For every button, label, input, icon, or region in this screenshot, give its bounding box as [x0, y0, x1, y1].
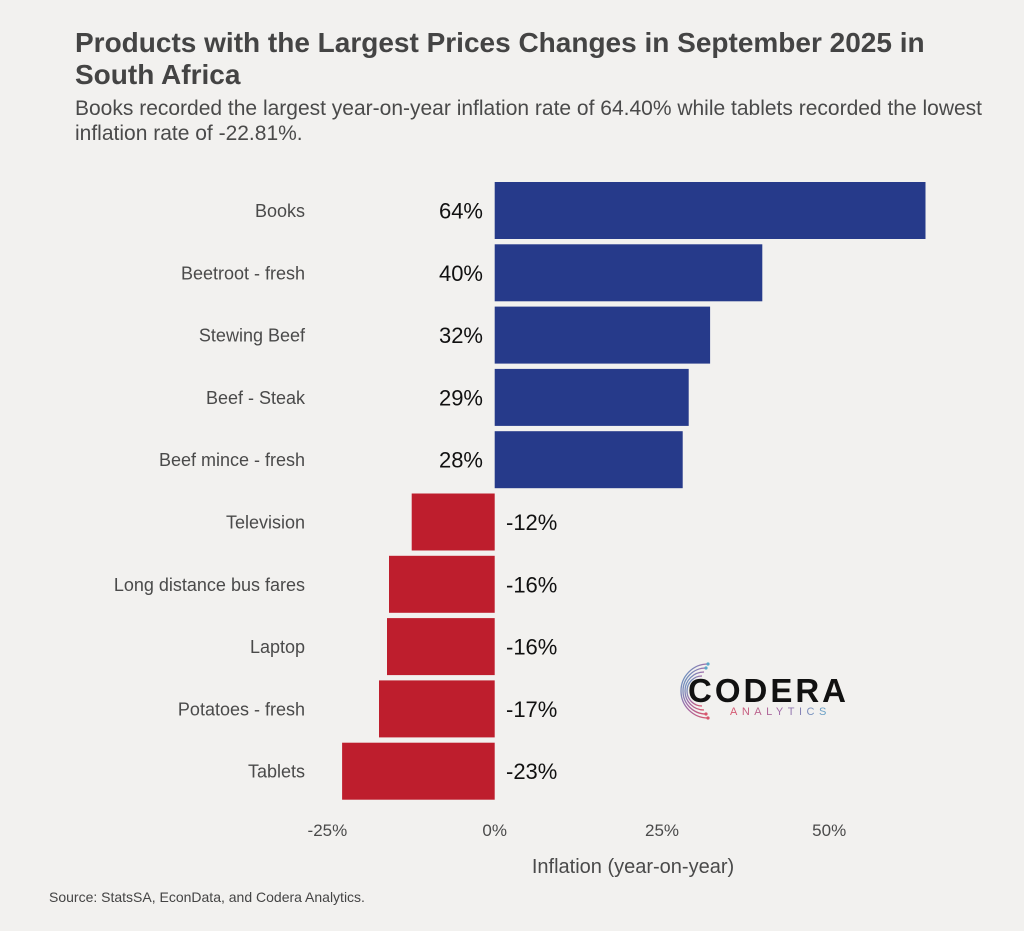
- bar-stewing-beef: [494, 306, 711, 364]
- x-tick-label: 0%: [482, 821, 507, 840]
- value-label: 32%: [439, 323, 483, 348]
- value-label: -16%: [506, 635, 557, 660]
- bar-potatoes-fresh: [379, 680, 495, 738]
- category-label: Potatoes - fresh: [178, 699, 305, 719]
- chart-title: Products with the Largest Prices Changes…: [75, 27, 925, 90]
- value-labels: 64% 40% 32% 29% 28% -12% -16% -16% -17% -23%: [439, 199, 557, 785]
- category-label: Long distance bus fares: [114, 575, 305, 595]
- bar-books: [494, 182, 926, 239]
- bar-beef-steak: [494, 368, 689, 426]
- x-tick-label: 50%: [812, 821, 846, 840]
- bar-beetroot-fresh: [494, 244, 763, 302]
- category-label: Books: [255, 201, 305, 221]
- logo-wordmark: CODERA: [688, 672, 850, 709]
- category-label: Beef - Steak: [206, 388, 306, 408]
- category-label: Stewing Beef: [199, 326, 306, 346]
- value-label: -17%: [506, 697, 557, 722]
- chart-subtitle: Books recorded the largest year-on-year …: [75, 97, 982, 145]
- bar-tablets: [342, 742, 495, 800]
- bars-group: [342, 182, 926, 800]
- category-label: Beetroot - fresh: [181, 263, 305, 283]
- bar-long-distance-bus-fares: [389, 555, 495, 613]
- codera-logo: CODERA ANALYTICS: [668, 658, 863, 724]
- logo-tagline: ANALYTICS: [730, 706, 831, 718]
- category-label: Television: [226, 513, 305, 533]
- bar-laptop: [387, 618, 495, 676]
- logo-circuit-icon: [680, 662, 710, 720]
- value-label: 28%: [439, 448, 483, 473]
- x-tick-label: 25%: [645, 821, 679, 840]
- category-label: Beef mince - fresh: [159, 450, 305, 470]
- x-axis-ticks: -25% 0% 25% 50%: [308, 821, 847, 840]
- value-label: -16%: [506, 572, 557, 597]
- source-note: Source: StatsSA, EconData, and Codera An…: [49, 889, 365, 905]
- category-label: Laptop: [250, 637, 305, 657]
- category-label: Tablets: [248, 762, 305, 782]
- bar-beef-mince-fresh: [494, 431, 683, 489]
- value-label: 29%: [439, 385, 483, 410]
- x-axis-title: Inflation (year-on-year): [532, 856, 734, 878]
- category-labels: Books Beetroot - fresh Stewing Beef Beef - …: [114, 201, 306, 782]
- value-label: -23%: [506, 759, 557, 784]
- value-label: 64%: [439, 199, 483, 224]
- value-label: 40%: [439, 261, 483, 286]
- x-tick-label: -25%: [308, 821, 348, 840]
- bar-television: [411, 493, 495, 551]
- value-label: -12%: [506, 510, 557, 535]
